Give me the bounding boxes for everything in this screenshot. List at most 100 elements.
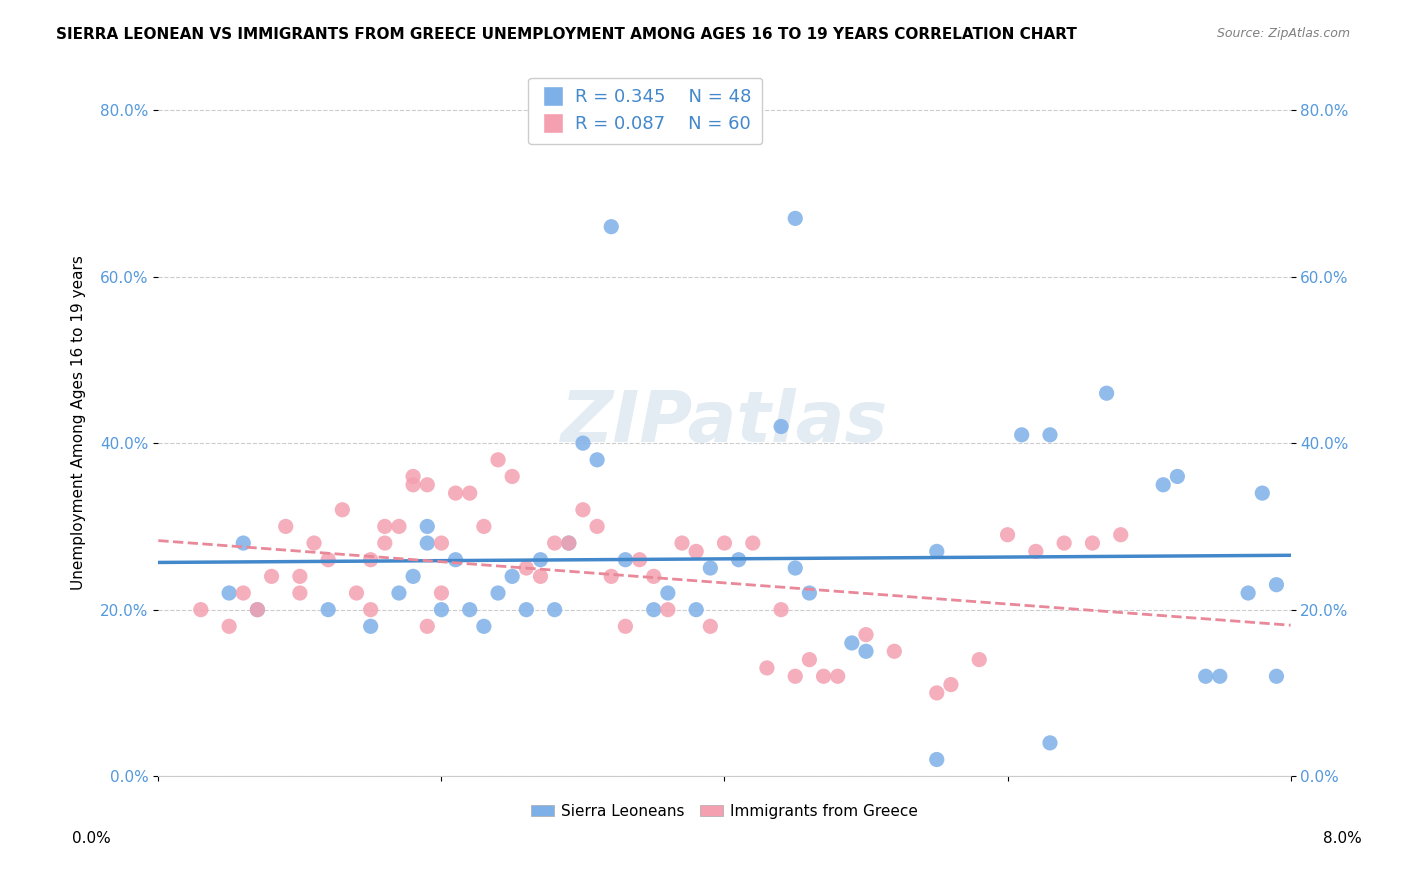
Point — [302, 536, 325, 550]
Point — [316, 602, 339, 616]
Point — [416, 519, 439, 533]
Point — [416, 477, 439, 491]
Point — [388, 586, 411, 600]
Point — [586, 519, 609, 533]
Text: 0.0%: 0.0% — [72, 831, 111, 846]
Point — [458, 602, 481, 616]
Point — [360, 552, 382, 566]
Point — [416, 619, 439, 633]
Y-axis label: Unemployment Among Ages 16 to 19 years: Unemployment Among Ages 16 to 19 years — [72, 255, 86, 590]
Point — [770, 602, 793, 616]
Point — [232, 586, 254, 600]
Point — [330, 502, 353, 516]
Point — [925, 544, 948, 558]
Point — [501, 469, 523, 483]
Text: Source: ZipAtlas.com: Source: ZipAtlas.com — [1216, 27, 1350, 40]
Point — [1152, 477, 1174, 491]
Point — [1251, 486, 1274, 500]
Point — [288, 586, 311, 600]
Point — [486, 452, 509, 467]
Point — [246, 602, 269, 616]
Point — [1195, 669, 1218, 683]
Point — [288, 569, 311, 583]
Point — [855, 644, 877, 658]
Point — [486, 586, 509, 600]
Point — [529, 552, 551, 566]
Point — [472, 519, 495, 533]
Point — [543, 536, 565, 550]
Point — [444, 552, 467, 566]
Point — [515, 602, 537, 616]
Point — [1039, 427, 1062, 442]
Point — [190, 602, 212, 616]
Point — [1081, 536, 1104, 550]
Point — [643, 602, 665, 616]
Point — [785, 211, 807, 226]
Point — [699, 561, 721, 575]
Point — [813, 669, 835, 683]
Point — [218, 586, 240, 600]
Point — [1209, 669, 1232, 683]
Point — [572, 502, 595, 516]
Point — [246, 602, 269, 616]
Point — [967, 652, 990, 666]
Point — [685, 602, 707, 616]
Point — [218, 619, 240, 633]
Point — [586, 452, 609, 467]
Point — [785, 561, 807, 575]
Point — [543, 602, 565, 616]
Point — [1011, 427, 1033, 442]
Point — [628, 552, 651, 566]
Point — [515, 561, 537, 575]
Point — [572, 436, 595, 450]
Point — [444, 486, 467, 500]
Point — [614, 552, 637, 566]
Point — [558, 536, 581, 550]
Point — [939, 677, 962, 691]
Point — [374, 519, 396, 533]
Point — [1095, 386, 1118, 401]
Text: SIERRA LEONEAN VS IMMIGRANTS FROM GREECE UNEMPLOYMENT AMONG AGES 16 TO 19 YEARS : SIERRA LEONEAN VS IMMIGRANTS FROM GREECE… — [56, 27, 1077, 42]
Point — [671, 536, 693, 550]
Point — [685, 544, 707, 558]
Point — [1109, 527, 1132, 541]
Point — [841, 636, 863, 650]
Point — [316, 552, 339, 566]
Point — [360, 619, 382, 633]
Point — [785, 669, 807, 683]
Point — [1025, 544, 1047, 558]
Point — [260, 569, 283, 583]
Point — [727, 552, 749, 566]
Point — [402, 469, 425, 483]
Point — [657, 586, 679, 600]
Point — [657, 602, 679, 616]
Point — [416, 536, 439, 550]
Point — [600, 219, 623, 234]
Point — [925, 686, 948, 700]
Point — [1053, 536, 1076, 550]
Point — [770, 419, 793, 434]
Point — [388, 519, 411, 533]
Point — [883, 644, 905, 658]
Point — [713, 536, 735, 550]
Point — [799, 586, 821, 600]
Text: 8.0%: 8.0% — [1323, 831, 1362, 846]
Point — [600, 569, 623, 583]
Point — [755, 661, 778, 675]
Point — [558, 536, 581, 550]
Legend: Sierra Leoneans, Immigrants from Greece: Sierra Leoneans, Immigrants from Greece — [524, 798, 925, 825]
Point — [1039, 736, 1062, 750]
Point — [1265, 577, 1288, 591]
Point — [925, 752, 948, 766]
Point — [827, 669, 849, 683]
Point — [741, 536, 763, 550]
Point — [614, 619, 637, 633]
Point — [643, 569, 665, 583]
Point — [1237, 586, 1260, 600]
Point — [458, 486, 481, 500]
Point — [430, 586, 453, 600]
Point — [997, 527, 1019, 541]
Point — [360, 602, 382, 616]
Point — [430, 536, 453, 550]
Point — [346, 586, 368, 600]
